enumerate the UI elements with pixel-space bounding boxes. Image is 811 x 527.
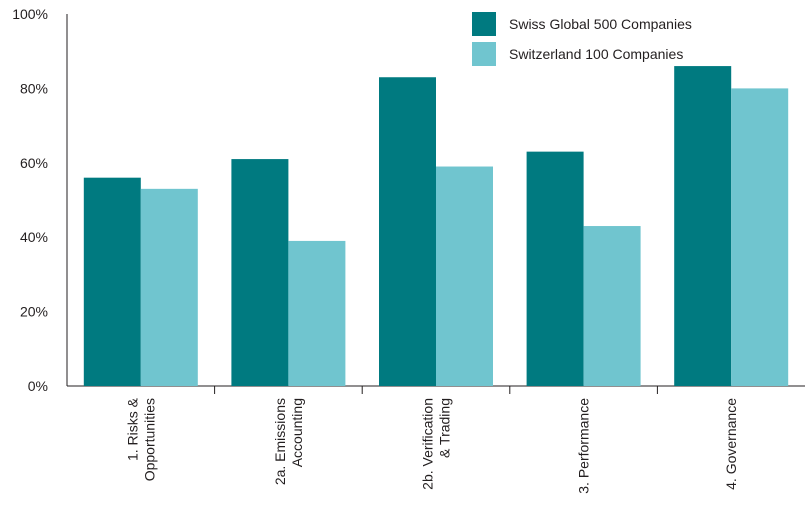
bar-swiss-global-500-3	[526, 151, 584, 386]
legend-swatch	[472, 12, 496, 36]
bar-swiss-global-500-2	[379, 77, 436, 387]
x-category-label: 3. Performance	[576, 398, 592, 494]
x-category-label: & Trading	[437, 398, 453, 458]
y-tick-label: 80%	[20, 80, 48, 96]
x-category-label: Accounting	[289, 398, 305, 467]
x-category-label: 2b. Verification	[420, 398, 436, 490]
bar-switzerland-100-4	[731, 88, 789, 387]
y-axis-ticks: 0% 20% 40% 60% 80% 100%	[12, 6, 48, 394]
bar-swiss-global-500-1	[231, 159, 289, 386]
legend: Swiss Global 500 Companies Switzerland 10…	[472, 12, 692, 66]
bars	[83, 66, 789, 387]
bar-swiss-global-500-4	[674, 66, 732, 386]
x-category-label: 1. Risks &	[124, 397, 140, 461]
y-tick-label: 0%	[28, 378, 48, 394]
bar-switzerland-100-3	[583, 226, 641, 386]
legend-label: Swiss Global 500 Companies	[509, 16, 692, 32]
y-tick-label: 100%	[12, 6, 48, 22]
legend-label: Switzerland 100 Companies	[509, 46, 683, 62]
x-category-label: Opportunities	[141, 398, 157, 481]
y-tick-label: 40%	[20, 229, 48, 245]
legend-swatch	[472, 42, 496, 66]
bar-switzerland-100-0	[140, 188, 198, 386]
x-category-label: 2a. Emissions	[272, 398, 288, 485]
bar-switzerland-100-1	[288, 240, 346, 386]
y-tick-label: 60%	[20, 155, 48, 171]
bar-switzerland-100-2	[436, 166, 493, 386]
bar-swiss-global-500-0	[83, 177, 141, 386]
y-tick-label: 20%	[20, 304, 48, 320]
x-axis-labels: 1. Risks & Opportunities 2a. Emissions Acco…	[124, 397, 739, 493]
x-category-label: 4. Governance	[723, 398, 739, 490]
